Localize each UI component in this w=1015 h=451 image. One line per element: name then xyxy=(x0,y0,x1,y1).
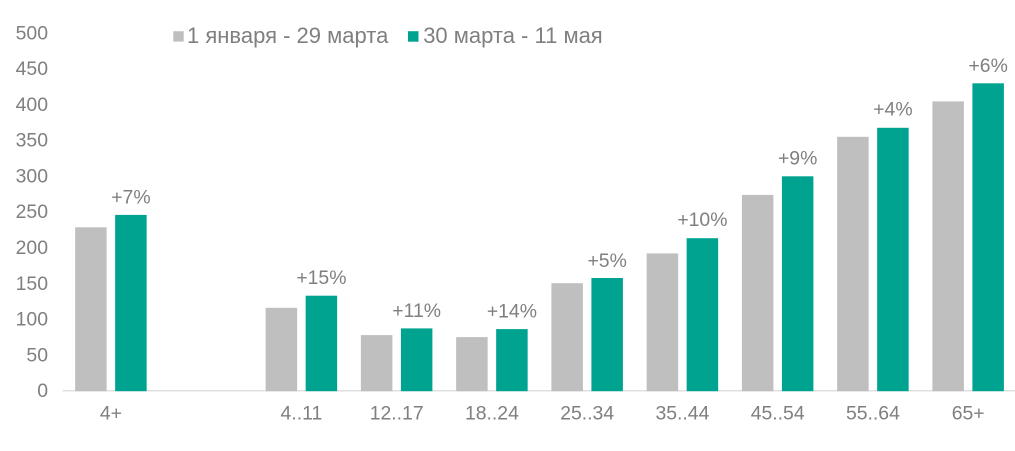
svg-text:4..11: 4..11 xyxy=(281,403,323,425)
svg-text:+7%: +7% xyxy=(111,186,150,208)
svg-text:55..64: 55..64 xyxy=(846,403,900,425)
svg-text:30 марта - 11 мая: 30 марта - 11 мая xyxy=(423,23,603,48)
svg-text:+10%: +10% xyxy=(677,209,727,231)
svg-text:150: 150 xyxy=(16,273,49,295)
svg-text:+4%: +4% xyxy=(873,99,912,121)
svg-text:+6%: +6% xyxy=(968,55,1007,77)
svg-text:18..24: 18..24 xyxy=(465,403,519,425)
svg-text:450: 450 xyxy=(16,58,49,80)
svg-text:350: 350 xyxy=(16,130,49,152)
svg-text:12..17: 12..17 xyxy=(370,403,424,425)
svg-text:300: 300 xyxy=(16,165,49,187)
svg-text:50: 50 xyxy=(26,344,48,366)
svg-text:250: 250 xyxy=(16,201,49,223)
svg-text:+5%: +5% xyxy=(587,250,626,272)
svg-text:1 января - 29 марта: 1 января - 29 марта xyxy=(187,23,389,48)
svg-text:+14%: +14% xyxy=(487,300,537,322)
svg-text:400: 400 xyxy=(16,94,49,116)
svg-text:4+: 4+ xyxy=(100,403,122,425)
svg-text:+9%: +9% xyxy=(778,148,817,170)
svg-text:25..34: 25..34 xyxy=(560,403,614,425)
svg-text:200: 200 xyxy=(16,237,49,259)
svg-text:+11%: +11% xyxy=(392,300,441,322)
svg-text:45..54: 45..54 xyxy=(751,403,805,425)
svg-text:100: 100 xyxy=(16,309,49,331)
svg-text:35..44: 35..44 xyxy=(655,403,709,425)
svg-text:500: 500 xyxy=(16,22,49,44)
svg-text:65+: 65+ xyxy=(952,403,985,425)
svg-text:0: 0 xyxy=(37,380,48,402)
svg-text:+15%: +15% xyxy=(296,267,346,289)
